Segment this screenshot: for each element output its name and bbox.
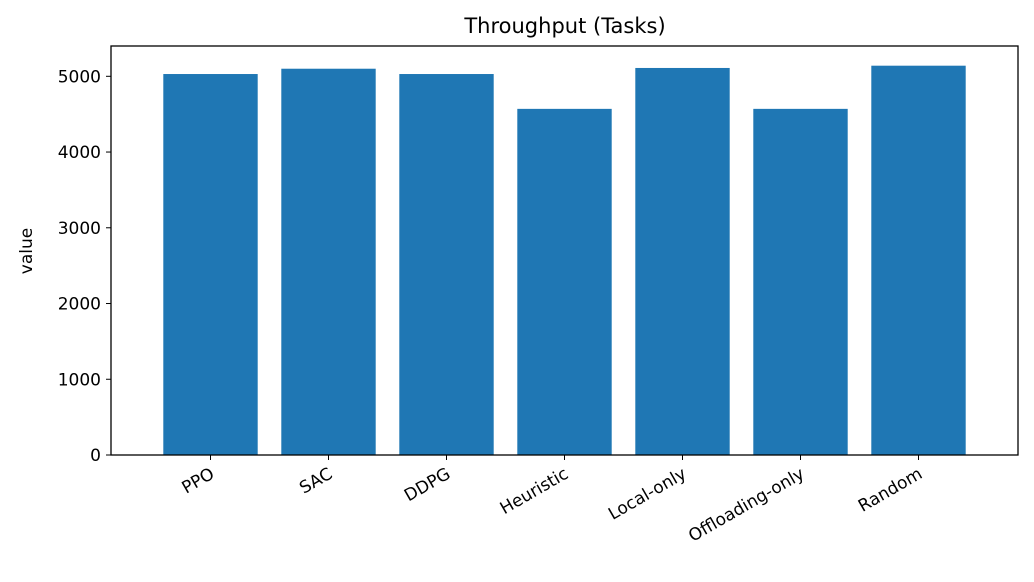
y-tick-label: 2000 <box>58 295 101 315</box>
chart-title: Throughput (Tasks) <box>463 14 665 38</box>
bar-ppo <box>163 74 258 455</box>
x-tick-label: Heuristic <box>497 464 572 519</box>
bar-offloading-only <box>753 108 848 456</box>
x-tick-label: Random <box>855 464 926 517</box>
plot-frame <box>110 45 1019 456</box>
x-tick-label: DDPG <box>401 464 454 506</box>
y-tick-label: 4000 <box>58 143 101 163</box>
x-tick-label: SAC <box>296 464 336 498</box>
bar-ddpg <box>399 74 494 455</box>
y-tick-label: 1000 <box>58 370 101 390</box>
y-tick-label: 0 <box>90 446 101 466</box>
bar-local-only <box>635 67 730 455</box>
bar-heuristic <box>517 108 612 456</box>
y-tick-label: 3000 <box>58 219 101 239</box>
y-tick-label: 5000 <box>58 67 101 87</box>
y-axis-label: value <box>17 228 37 274</box>
bar-sac <box>281 68 376 455</box>
bar-random <box>871 65 966 455</box>
x-tick-label: Local-only <box>605 464 690 525</box>
bars-group <box>163 65 966 456</box>
x-axis: PPO SAC DDPG Heuristic Local-onlyOffloading-… <box>179 455 926 546</box>
y-axis: 0 1000 2000 3000 4000 5000 <box>58 67 111 466</box>
x-tick-label: Offloading-only <box>685 464 808 546</box>
x-tick-label: PPO <box>179 464 218 498</box>
